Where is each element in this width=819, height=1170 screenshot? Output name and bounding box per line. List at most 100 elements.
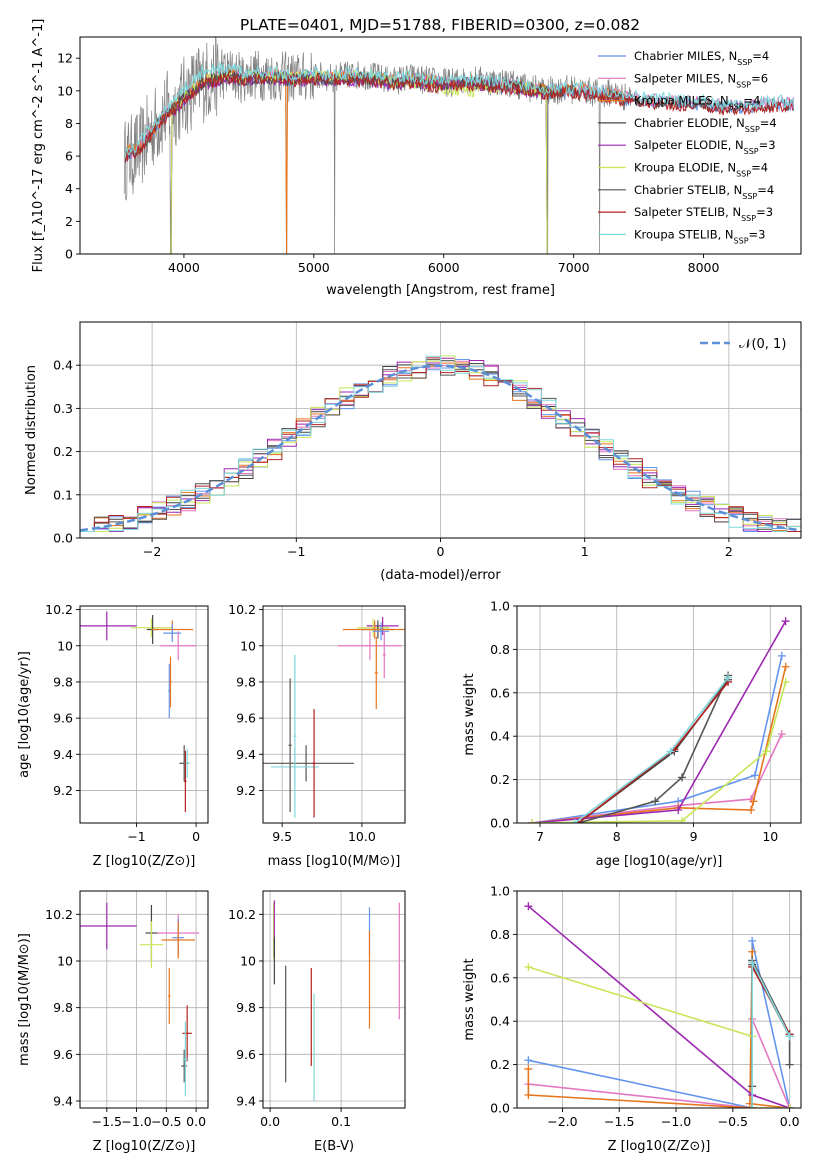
figure-title: PLATE=0401, MJD=51788, FIBERID=0300, z=0… xyxy=(240,16,640,34)
marker-plus xyxy=(666,747,675,756)
legend-label: Chabrier STELIB, NSSP=4 xyxy=(634,183,774,201)
marker-plus xyxy=(762,747,771,756)
x-tick-label: −1.5 xyxy=(604,1114,634,1129)
x-tick-label: 0.1 xyxy=(331,1114,351,1129)
observed-spectrum-line xyxy=(123,37,632,254)
y-tick-label: 9.8 xyxy=(236,674,256,689)
y-tick-label: 9.4 xyxy=(53,747,73,762)
y-tick-label: 0.8 xyxy=(490,642,510,657)
marker-plus xyxy=(781,617,790,626)
y-tick-label: 6 xyxy=(65,149,73,164)
histogram-kroupa-stelib xyxy=(80,355,801,532)
marker-plus xyxy=(524,1064,533,1073)
x-tick-label: −2 xyxy=(143,544,161,559)
x-tick-label: 8000 xyxy=(688,260,720,275)
x-tick-label: 0.0 xyxy=(260,1114,280,1129)
age-vs-mass-frame: 9.5 10.0 9.2 9.4 9.6 9.8 10 10.2 mass [log10(M/M… xyxy=(228,602,406,869)
x-tick-label: 10 xyxy=(762,829,778,844)
y-tick-label: 0.4 xyxy=(490,1014,510,1029)
spectrum-legend: Chabrier MILES, NSSP=4 Salpeter MILES, NS… xyxy=(598,49,777,245)
y-tick-label: 0.1 xyxy=(53,487,73,502)
spectrum-plot-area xyxy=(123,37,795,254)
y-tick-label: 9.4 xyxy=(236,747,256,762)
mass-weight-vs-Z-frame: −2.0 −1.5 −1.0 −0.5 0.0 0.0 0.2 0.4 0.6 0.8 1.0 Z [… xyxy=(462,884,802,1154)
x-axis-label: Z [log10(Z/Z⊙)] xyxy=(608,1139,711,1154)
y-tick-label: 9.6 xyxy=(236,711,256,726)
y-tick-label: 9.8 xyxy=(53,674,73,689)
marker-plus xyxy=(678,816,687,823)
marker-plus xyxy=(748,936,757,945)
marker-plus xyxy=(724,673,733,682)
marker-plus xyxy=(524,1090,533,1099)
y-tick-label: 0.2 xyxy=(490,772,510,787)
legend-label: 𝒩(0, 1) xyxy=(739,337,786,352)
marker-plus xyxy=(749,797,758,806)
x-tick-label: 0.0 xyxy=(780,1114,800,1129)
line-chabrier-miles xyxy=(532,655,783,823)
y-tick-label: 0.8 xyxy=(490,927,510,942)
plot-frame xyxy=(516,605,802,824)
x-tick-label: 10.0 xyxy=(348,829,376,844)
marker-plus xyxy=(785,1060,794,1069)
marker-plus xyxy=(777,651,786,660)
y-axis-label: Normed distribution xyxy=(24,365,39,495)
y-tick-label: 0.0 xyxy=(53,531,73,546)
legend-label: Kroupa ELODIE, NSSP=4 xyxy=(634,161,768,179)
x-axis-label: age [log10(age/yr)] xyxy=(596,854,723,869)
x-tick-label: 0 xyxy=(437,544,445,559)
model-spectrum-kroupa-stelib xyxy=(125,60,795,158)
mass-vs-EBV-axes xyxy=(263,891,405,1108)
y-tick-label: 2 xyxy=(65,214,73,229)
y-tick-label: 8 xyxy=(65,116,73,131)
marker-plus xyxy=(785,1032,794,1041)
x-axis-label: mass [log10(M/M⊙)] xyxy=(268,854,401,869)
y-tick-label: 9.4 xyxy=(236,1094,256,1109)
x-tick-label: 8 xyxy=(613,829,621,844)
x-tick-label: 9.5 xyxy=(272,829,292,844)
marker-plus xyxy=(777,730,786,739)
y-axis-label: mass weight xyxy=(462,673,477,755)
legend-label: Chabrier ELODIE, NSSP=4 xyxy=(634,116,777,133)
x-tick-label: −1 xyxy=(127,829,145,844)
x-tick-label: −1.0 xyxy=(661,1114,691,1129)
model-spectrum-chabrier-elodie xyxy=(170,70,548,254)
x-tick-label: −2.0 xyxy=(547,1114,577,1129)
mass-weight-vs-Z-lines xyxy=(524,902,794,1108)
model-spectrum-salpeter-stelib xyxy=(125,71,794,163)
y-tick-label: 0 xyxy=(65,247,73,262)
y-tick-label: 0.4 xyxy=(490,729,510,744)
x-tick-label: 6000 xyxy=(428,260,460,275)
x-tick-label: 5000 xyxy=(298,260,330,275)
mass-vs-EBV-frame: 0.0 0.1 9.4 9.6 9.8 10 10.2 E(B-V) xyxy=(228,890,406,1154)
mass-vs-Z-axes xyxy=(80,891,208,1108)
age-vs-mass-points xyxy=(263,616,405,818)
marker-plus xyxy=(748,947,757,956)
y-tick-label: 10.2 xyxy=(228,602,256,617)
age-vs-Z-axes xyxy=(80,606,208,823)
plot-frame xyxy=(262,605,406,824)
x-tick-label: 7 xyxy=(536,829,544,844)
x-tick-label: 1 xyxy=(581,544,589,559)
age-vs-Z-points xyxy=(80,611,197,813)
x-tick-label: −0.5 xyxy=(718,1114,748,1129)
legend-label: Salpeter ELODIE, NSSP=3 xyxy=(634,138,776,156)
x-tick-label: 0.0 xyxy=(186,1114,206,1129)
plot-frame xyxy=(79,605,209,824)
legend-label: Chabrier MILES, NSSP=4 xyxy=(634,49,769,67)
y-tick-label: 10 xyxy=(57,638,73,653)
line-kroupa-miles xyxy=(527,951,790,1108)
y-tick-label: 9.8 xyxy=(236,1000,256,1015)
plot-frame xyxy=(79,890,209,1109)
line-chabrier-stelib xyxy=(578,675,729,823)
plot-frame xyxy=(262,890,406,1109)
y-axis-label: mass weight xyxy=(462,958,477,1040)
y-tick-label: 0.4 xyxy=(53,358,73,373)
normal-curve xyxy=(80,364,801,532)
line-salpeter-elodie xyxy=(532,620,787,823)
legend-label: Kroupa STELIB, NSSP=3 xyxy=(634,227,765,245)
x-tick-label: −1.0 xyxy=(121,1114,151,1129)
mass-vs-Z-points xyxy=(80,902,200,1097)
marker-plus xyxy=(750,771,759,780)
marker-plus xyxy=(570,819,579,823)
line-salpeter-stelib xyxy=(751,963,791,1108)
